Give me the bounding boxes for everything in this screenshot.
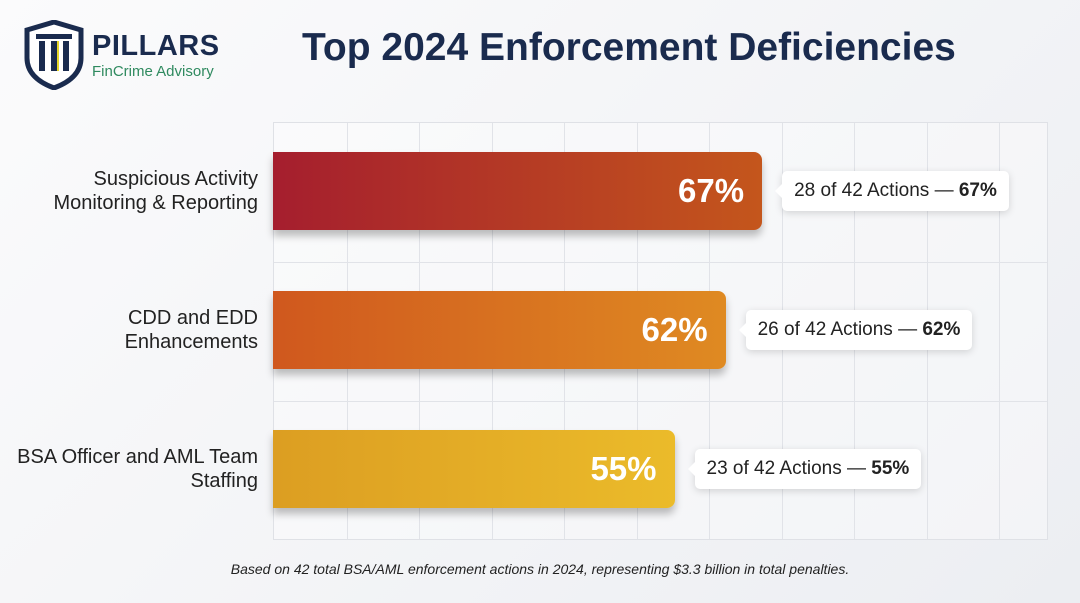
bar: 62% — [273, 291, 726, 369]
bar-value-label: 62% — [641, 311, 708, 348]
brand-tagline: FinCrime Advisory — [92, 63, 214, 80]
grid-line — [999, 123, 1000, 539]
bar: 67% — [273, 152, 763, 230]
footnote: Based on 42 total BSA/AML enforcement ac… — [230, 561, 850, 577]
brand-name: PILLARS — [92, 30, 220, 62]
grid-line — [274, 401, 1047, 402]
chart-title: Top 2024 Enforcement Deficiencies — [302, 26, 956, 69]
annotation-percent: 62% — [922, 319, 961, 340]
annotation-text: 23 of 42 Actions — — [706, 458, 872, 479]
category-label: Suspicious Activity Monitoring & Reporti… — [53, 168, 258, 214]
pillars-logo-icon — [24, 20, 84, 90]
annotation-callout: 28 of 42 Actions — 67% — [775, 171, 1009, 211]
annotation-text: 26 of 42 Actions — — [757, 319, 923, 340]
category-label: BSA Officer and AML Team Staffing — [17, 446, 258, 492]
category-label: CDD and EDD Enhancements — [124, 307, 258, 353]
bar: 55% — [273, 430, 675, 508]
annotation-percent: 67% — [958, 180, 997, 201]
annotation-text: 28 of 42 Actions — — [794, 180, 959, 201]
grid-line — [274, 262, 1047, 263]
annotation-percent: 55% — [871, 458, 910, 479]
annotation-callout: 26 of 42 Actions — 62% — [738, 310, 973, 350]
annotation-callout: 23 of 42 Actions — 55% — [687, 449, 922, 489]
bar-value-label: 55% — [590, 450, 657, 487]
bar-value-label: 67% — [678, 172, 745, 209]
